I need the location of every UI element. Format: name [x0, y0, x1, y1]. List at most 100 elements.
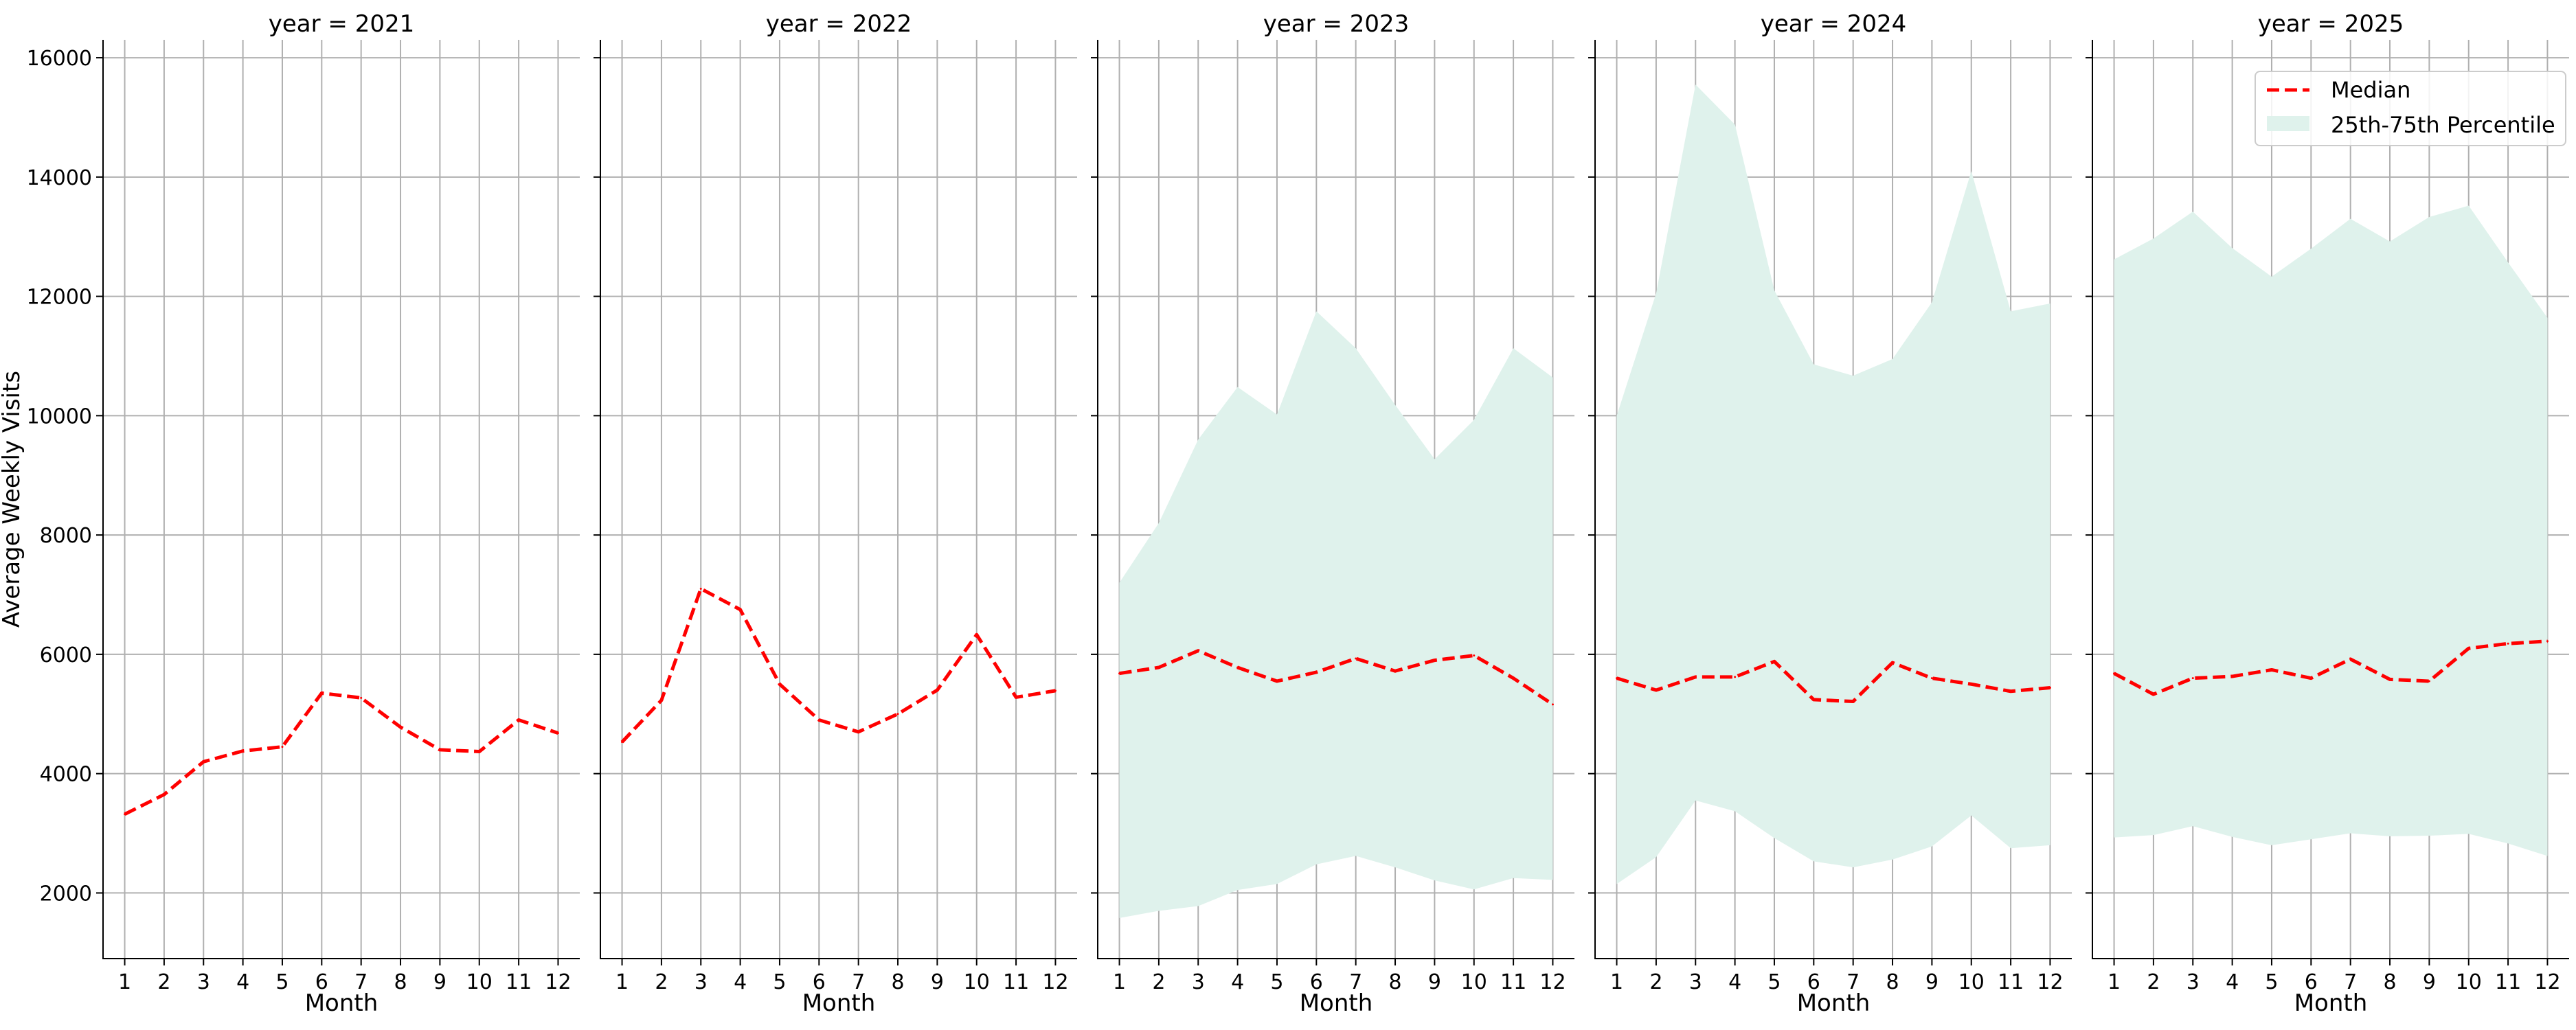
x-tick-label: 4 — [734, 970, 747, 994]
x-tick-label: 8 — [1388, 970, 1401, 994]
median-point — [1118, 672, 1121, 675]
median-point — [2309, 677, 2312, 680]
x-tick-label: 1 — [118, 970, 131, 994]
panel-title: year = 2022 — [766, 10, 912, 38]
x-tick-label: 7 — [1349, 970, 1362, 994]
median-line — [1119, 649, 1554, 706]
x-tick-label: 8 — [891, 970, 904, 994]
x-tick-label: 2 — [1649, 970, 1662, 994]
x-tick-label: 10 — [1461, 970, 1487, 994]
median-point — [1655, 689, 1658, 691]
median-point — [2048, 687, 2051, 689]
x-tick-label: 1 — [1610, 970, 1623, 994]
median-point — [778, 683, 781, 685]
x-tick-label: 3 — [1192, 970, 1205, 994]
median-point — [1054, 689, 1057, 692]
x-tick-label: 1 — [615, 970, 629, 994]
x-tick-label: 12 — [545, 970, 571, 994]
median-point — [1852, 700, 1855, 703]
legend-band-swatch — [2267, 116, 2309, 131]
median-point — [1236, 666, 1239, 669]
y-axis-label: Average Weekly Visits — [0, 371, 25, 628]
x-tick-label: 10 — [466, 970, 493, 994]
x-tick-label: 4 — [236, 970, 249, 994]
median-point — [2546, 640, 2549, 643]
y-tick-label: 10000 — [27, 404, 92, 428]
median-point — [2388, 678, 2391, 680]
median-point — [1197, 650, 1199, 652]
percentile-band — [2114, 205, 2548, 856]
x-tick-label: 11 — [1998, 970, 2024, 994]
median-point — [660, 699, 663, 702]
median-point — [2349, 658, 2352, 661]
x-axis-label: Month — [802, 989, 876, 1017]
y-tick-label: 8000 — [40, 524, 92, 548]
x-tick-label: 4 — [2226, 970, 2239, 994]
panel-title: year = 2025 — [2258, 10, 2404, 38]
median-point — [242, 750, 245, 753]
x-tick-label: 9 — [931, 970, 944, 994]
median-point — [936, 689, 938, 691]
median-point — [202, 760, 205, 763]
median-point — [1616, 677, 1618, 680]
legend-band-label: 25th-75th Percentile — [2331, 112, 2555, 138]
x-tick-label: 10 — [1958, 970, 1985, 994]
median-point — [2191, 677, 2194, 680]
median-point — [1512, 677, 1515, 680]
x-tick-label: 9 — [1428, 970, 1441, 994]
x-tick-label: 2 — [157, 970, 170, 994]
median-point — [699, 587, 702, 590]
median-point — [281, 746, 284, 748]
x-tick-label: 5 — [275, 970, 289, 994]
x-tick-label: 9 — [1925, 970, 1939, 994]
median-point — [556, 732, 559, 735]
median-point — [1157, 666, 1160, 669]
median-point — [2428, 680, 2430, 683]
x-tick-label: 11 — [2495, 970, 2521, 994]
legend-median-label: Median — [2331, 77, 2410, 103]
median-point — [1276, 680, 1278, 683]
median-point — [1812, 698, 1815, 701]
x-axis-label: Month — [1797, 989, 1871, 1017]
median-point — [896, 713, 899, 716]
median-point — [1551, 703, 1554, 706]
x-tick-label: 3 — [694, 970, 708, 994]
panel-title: year = 2024 — [1761, 10, 1906, 38]
median-line — [124, 691, 559, 816]
median-line — [1616, 659, 2050, 704]
x-tick-label: 12 — [2037, 970, 2063, 994]
x-tick-label: 11 — [1500, 970, 1526, 994]
median-point — [2009, 690, 2012, 693]
x-tick-label: 7 — [852, 970, 865, 994]
percentile-band — [1616, 84, 2050, 884]
median-point — [739, 608, 742, 611]
y-tick-label: 4000 — [40, 763, 92, 787]
x-tick-label: 4 — [1231, 970, 1244, 994]
x-tick-label: 5 — [2265, 970, 2278, 994]
x-tick-label: 11 — [506, 970, 532, 994]
median-point — [2270, 668, 2273, 671]
median-point — [621, 741, 624, 744]
legend-frame — [2255, 71, 2566, 146]
legend: Median 25th-75th Percentile — [2255, 71, 2566, 146]
median-point — [1394, 670, 1397, 672]
x-tick-label: 5 — [773, 970, 786, 994]
x-tick-label: 12 — [1539, 970, 1566, 994]
percentile-band — [1119, 311, 1553, 918]
y-tick-label: 16000 — [27, 47, 92, 71]
median-point — [478, 751, 481, 753]
median-point — [1355, 657, 1357, 660]
median-point — [1930, 677, 1933, 680]
x-tick-label: 8 — [394, 970, 407, 994]
x-tick-label: 2 — [1152, 970, 1165, 994]
x-tick-label: 6 — [315, 970, 328, 994]
median-point — [1734, 676, 1737, 678]
x-tick-label: 7 — [2344, 970, 2357, 994]
x-tick-label: 5 — [1270, 970, 1283, 994]
median-point — [857, 731, 860, 733]
x-tick-label: 6 — [1310, 970, 1323, 994]
median-point — [124, 813, 126, 816]
